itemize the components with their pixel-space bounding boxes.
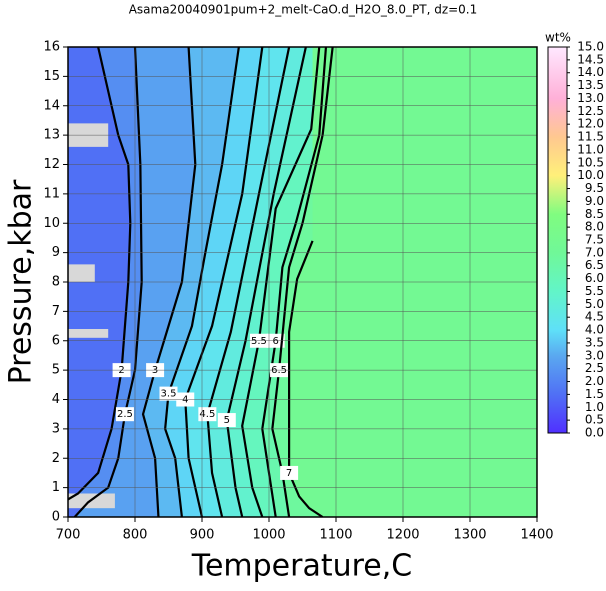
contour-fill — [289, 47, 537, 517]
colorbar-tick-label: 1.0 — [585, 400, 604, 414]
colorbar-tick-label: 10.5 — [577, 155, 604, 169]
colorbar-tick-label: 10.0 — [577, 168, 604, 182]
y-tick-label: 14 — [43, 98, 60, 113]
plot-frame — [67, 46, 538, 518]
x-tick-label: 1000 — [252, 528, 285, 543]
contour-label: 5 — [224, 415, 230, 426]
y-tick-label: 3 — [52, 421, 60, 436]
contour-line — [261, 47, 328, 517]
colorbar-tick-label: 2.0 — [585, 374, 604, 388]
contour-label-bg — [280, 465, 299, 480]
y-axis-label: Pressure,kbar — [4, 179, 39, 384]
contour-line — [225, 47, 307, 517]
y-tick-label: 16 — [43, 40, 60, 55]
colorbar-tick-label: 8.5 — [585, 207, 604, 221]
colorbar-tick-label: 0.5 — [585, 413, 604, 427]
colorbar-tick-label: 15.0 — [577, 40, 604, 54]
contour-label-bg — [217, 413, 236, 428]
y-tick-label: 0 — [52, 510, 60, 525]
y-tick-label: 1 — [52, 480, 60, 495]
colorbar-tick-label: 3.5 — [585, 335, 604, 349]
colorbar-tick-label: 7.5 — [585, 233, 604, 247]
y-tick-label: 10 — [43, 216, 60, 231]
contour-label: 4 — [182, 395, 188, 406]
y-tick-label: 9 — [52, 245, 60, 260]
contour-label: 2 — [118, 365, 124, 376]
y-tick-label: 6 — [52, 333, 60, 348]
contour-label-bg — [198, 407, 217, 422]
colorbar-tick-label: 13.0 — [577, 91, 604, 105]
y-tick-label: 12 — [43, 157, 60, 172]
colorbar-tick-label: 4.0 — [585, 323, 604, 337]
x-tick-label: 1400 — [520, 528, 553, 543]
x-tick-label: 800 — [123, 528, 148, 543]
colorbar-tick-label: 14.0 — [577, 65, 604, 79]
contour-label: 4.5 — [199, 409, 215, 420]
colorbar-tick-label: 7.0 — [585, 245, 604, 259]
y-tick-label: 5 — [52, 363, 60, 378]
y-tick-label: 2 — [52, 451, 60, 466]
colorbar-tick-label: 8.0 — [585, 220, 604, 234]
contour-line — [164, 47, 240, 517]
colorbar-tick-label: 11.0 — [577, 142, 604, 156]
contour-label: 6 — [273, 336, 279, 347]
colorbar-tick-label: 11.5 — [577, 130, 604, 144]
colorbar-tick-label: 0.0 — [585, 426, 604, 440]
colorbar-tick-label: 1.5 — [585, 387, 604, 401]
contour-label-bg — [115, 407, 134, 422]
colorbar-tick-label: 2.5 — [585, 361, 604, 375]
contour-label: 5.5 — [251, 336, 267, 347]
contour-label: 7 — [286, 468, 292, 479]
x-axis-label: Temperature,C — [191, 549, 413, 584]
colorbar-tick-label: 9.0 — [585, 194, 604, 208]
contour-label: 3 — [152, 365, 158, 376]
x-tick-label: 1300 — [453, 528, 486, 543]
x-tick-label: 700 — [56, 528, 81, 543]
contour-line — [184, 47, 264, 517]
colorbar-tick-label: 4.5 — [585, 310, 604, 324]
y-tick-label: 8 — [52, 275, 60, 290]
x-tick-label: 900 — [190, 528, 215, 543]
y-tick-label: 13 — [43, 128, 60, 143]
y-tick-label: 15 — [43, 69, 60, 84]
colorbar — [547, 46, 568, 434]
colorbar-label: wt% — [545, 31, 571, 45]
colorbar-tick-label: 9.5 — [585, 181, 604, 195]
missing-data — [68, 329, 109, 338]
contour-line — [288, 240, 324, 517]
contour-label: 2.5 — [117, 409, 133, 420]
chart-title: Asama20040901pum+2_melt-CaO.d_H2O_8.0_PT… — [129, 3, 478, 17]
colorbar-tick-label: 13.5 — [577, 78, 604, 92]
colorbar-tick-label: 3.0 — [585, 348, 604, 362]
colorbar-tick-label: 5.0 — [585, 297, 604, 311]
contour-line — [68, 47, 132, 501]
y-tick-label: 11 — [43, 186, 60, 201]
missing-data — [68, 264, 95, 282]
colorbar-tick-label: 6.5 — [585, 258, 604, 272]
colorbar-tick-label: 14.5 — [577, 52, 604, 66]
x-tick-label: 1100 — [319, 528, 352, 543]
colorbar-tick-label: 6.0 — [585, 271, 604, 285]
contour-label: 3.5 — [161, 389, 177, 400]
colorbar-tick-label: 5.5 — [585, 284, 604, 298]
contour-line — [271, 47, 334, 517]
y-tick-label: 4 — [52, 392, 60, 407]
colorbar-tick-label: 12.5 — [577, 104, 604, 118]
plot-area: 2 2.5 3 3.5 4 4.5 5 5.5 6 6.5 7 — [68, 47, 537, 517]
contour-line — [206, 47, 291, 517]
y-tick-label: 7 — [52, 304, 60, 319]
contour-label: 6.5 — [271, 365, 287, 376]
x-tick-label: 1200 — [386, 528, 419, 543]
contour-label-bg — [159, 386, 178, 401]
colorbar-tick-label: 12.0 — [577, 117, 604, 131]
